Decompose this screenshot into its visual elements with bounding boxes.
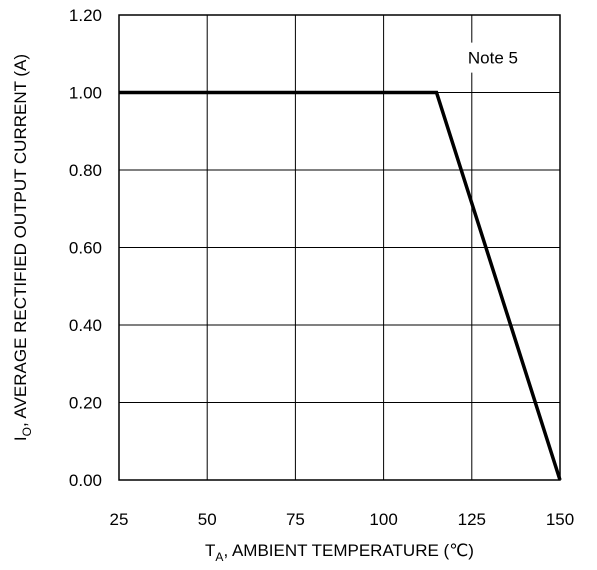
y-axis-title: IO, AVERAGE RECTIFIED OUTPUT CURRENT (A) (11, 54, 34, 441)
plot-frame (118, 14, 561, 481)
y-tick-label: 0.20 (69, 394, 102, 413)
x-tick-label: 25 (110, 510, 129, 529)
x-axis-ticks: 25 50 75 100 125 150 (110, 510, 575, 529)
y-tick-label: 0.60 (69, 239, 102, 258)
y-tick-label: 0.00 (69, 471, 102, 490)
y-axis-title-subscript: O (20, 427, 34, 436)
x-tick-label: 100 (369, 510, 397, 529)
y-tick-label: 0.40 (69, 316, 102, 335)
y-axis-title-text: , AVERAGE RECTIFIED OUTPUT CURRENT (A) (11, 54, 30, 427)
x-axis-title-prefix: T (205, 541, 215, 560)
y-tick-label: 1.20 (69, 6, 102, 25)
y-tick-label: 1.00 (69, 84, 102, 103)
y-tick-label: 0.80 (69, 161, 102, 180)
series-layer (119, 90, 562, 481)
y-axis-ticks: 0.00 0.20 0.40 0.60 0.80 1.00 1.20 (69, 6, 102, 490)
x-tick-label: 125 (458, 510, 486, 529)
x-axis-title: TA, AMBIENT TEMPERATURE (℃) (205, 541, 474, 564)
derating-curve (119, 90, 562, 481)
x-tick-label: 75 (286, 510, 305, 529)
note-background (451, 42, 534, 73)
x-axis-title-text: , AMBIENT TEMPERATURE (℃) (223, 541, 474, 560)
y-axis-title-prefix: I (11, 436, 30, 441)
x-tick-label: 150 (546, 510, 574, 529)
annotations: Note 5 (451, 42, 534, 73)
note-annotation: Note 5 (468, 49, 518, 68)
x-axis-title-subscript: A (215, 550, 223, 564)
plot-border (118, 14, 561, 481)
grid (118, 14, 561, 481)
x-tick-label: 50 (198, 510, 217, 529)
